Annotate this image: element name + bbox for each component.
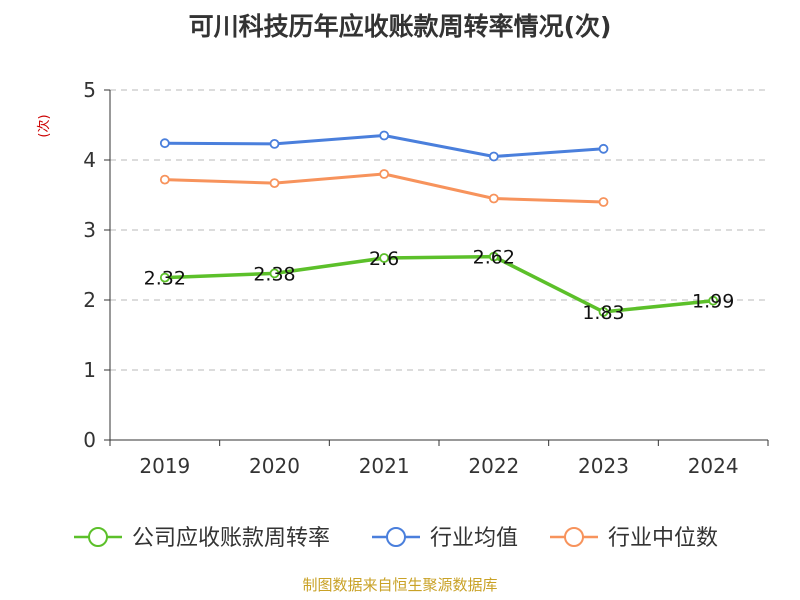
data-point — [379, 169, 390, 179]
data-point — [269, 268, 280, 279]
data-point — [269, 178, 280, 189]
legend-swatch-marker — [564, 527, 584, 547]
legend-label: 行业均值 — [430, 526, 518, 551]
legend-item[interactable]: 公司应收账款周转率 — [74, 526, 330, 551]
data-labels: 2.32 2.38 2.6 2.62 1.83 1.99 — [144, 247, 735, 324]
legend-label: 公司应收账款周转率 — [132, 526, 330, 551]
series-lines — [159, 130, 719, 317]
data-point — [379, 130, 390, 141]
data-point — [159, 272, 170, 283]
x-tick-label: 2019 — [139, 454, 190, 478]
y-axis-label: (次) — [36, 114, 52, 137]
x-tick-labels: 2019 2020 2021 2022 2023 2024 — [139, 454, 738, 478]
y-tick-label: 4 — [83, 148, 96, 172]
y-tick-label: 0 — [83, 428, 96, 452]
data-point — [488, 251, 499, 262]
data-point — [269, 138, 280, 149]
legend-swatch-marker — [386, 527, 406, 547]
legend-item[interactable]: 行业均值 — [372, 526, 518, 551]
data-point — [598, 143, 609, 154]
data-label: 2.32 — [144, 268, 186, 290]
x-tick-label: 2022 — [468, 454, 519, 478]
data-label: 2.62 — [473, 247, 515, 269]
series-line — [164, 254, 714, 314]
x-tick-label: 2024 — [688, 454, 739, 478]
x-tick-label: 2023 — [578, 454, 629, 478]
legend-swatch-marker — [88, 527, 108, 547]
legend-label: 行业中位数 — [608, 526, 718, 551]
data-point — [159, 174, 170, 185]
y-tick-label: 2 — [83, 288, 96, 312]
data-label: 1.83 — [582, 302, 624, 324]
legend-item[interactable]: 行业中位数 — [550, 526, 718, 551]
source-note: 制图数据来自恒生聚源数据库 — [302, 576, 497, 594]
data-point — [488, 193, 499, 204]
y-tick-labels: 0 1 2 3 4 5 — [83, 78, 96, 452]
x-tick-label: 2020 — [249, 454, 300, 478]
data-point — [598, 197, 609, 207]
data-label: 2.6 — [369, 248, 399, 270]
y-tick-label: 5 — [83, 78, 96, 102]
axes — [104, 89, 769, 446]
data-point — [159, 138, 170, 149]
data-point — [379, 253, 390, 263]
chart-title: 可川科技历年应收账款周转率情况(次) — [189, 12, 612, 41]
data-label: 2.38 — [253, 263, 295, 285]
data-point — [598, 306, 609, 317]
data-label: 1.99 — [692, 291, 734, 313]
gridlines — [110, 89, 768, 371]
x-tick-label: 2021 — [359, 454, 410, 478]
y-tick-label: 3 — [83, 218, 96, 242]
y-tick-label: 1 — [83, 358, 96, 382]
legend[interactable]: 公司应收账款周转率 行业均值 行业中位数 — [74, 526, 718, 551]
data-point — [488, 151, 499, 162]
data-point — [708, 295, 719, 306]
